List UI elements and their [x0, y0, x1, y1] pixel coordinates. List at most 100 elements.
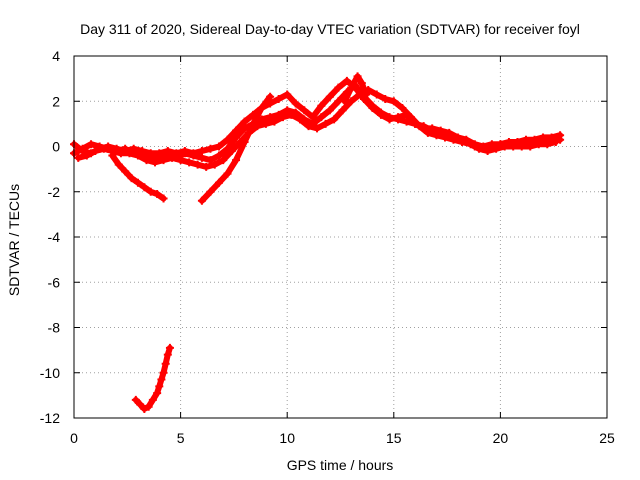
data-point — [159, 368, 168, 377]
data-point — [148, 395, 157, 404]
data-point — [458, 137, 467, 146]
data-point — [313, 124, 322, 133]
data-point — [127, 174, 136, 183]
x-tick-label: 15 — [386, 430, 402, 446]
data-point — [534, 140, 543, 149]
data-point — [526, 142, 535, 151]
data-point — [372, 90, 381, 99]
series-track-c — [74, 85, 560, 171]
data-point — [223, 135, 232, 144]
data-point — [99, 144, 108, 153]
data-point — [136, 400, 145, 409]
data-point — [342, 76, 351, 85]
data-point — [185, 158, 194, 167]
data-point — [197, 147, 206, 156]
data-point — [155, 382, 164, 391]
data-point — [287, 110, 296, 119]
data-point — [114, 160, 123, 169]
y-tick-label: 2 — [52, 93, 60, 109]
data-point — [368, 104, 377, 113]
data-point — [330, 115, 339, 124]
data-point — [270, 117, 279, 126]
data-point — [74, 153, 83, 162]
data-point — [133, 151, 142, 160]
data-point — [214, 151, 223, 160]
data-point — [240, 137, 249, 146]
data-point — [394, 113, 403, 122]
y-tick-label: -12 — [40, 410, 60, 426]
data-point — [483, 147, 492, 156]
data-point — [423, 128, 432, 137]
data-point — [449, 135, 458, 144]
data-point — [261, 119, 270, 128]
data-point — [240, 117, 249, 126]
data-point — [377, 110, 386, 119]
data-point — [340, 97, 349, 106]
data-point — [492, 144, 501, 153]
data-point — [321, 119, 330, 128]
data-point — [197, 153, 206, 162]
data-point — [500, 142, 509, 151]
data-point — [133, 178, 142, 187]
data-point — [146, 187, 155, 196]
data-point — [108, 151, 117, 160]
x-tick-labels: 0 5 10 15 20 25 — [70, 430, 615, 446]
data-point — [308, 113, 317, 122]
data-point — [466, 140, 475, 149]
data-point — [206, 187, 215, 196]
data-point — [146, 149, 155, 158]
series-late-rise — [197, 92, 275, 205]
data-point — [300, 106, 309, 115]
data-point — [317, 101, 326, 110]
data-point — [180, 147, 189, 156]
x-tick-label: 5 — [177, 430, 185, 446]
data-point — [266, 92, 275, 101]
data-point — [521, 135, 530, 144]
data-point — [232, 126, 241, 135]
data-point — [440, 133, 449, 142]
data-point — [385, 115, 394, 124]
data-point — [556, 131, 565, 140]
plot-frame — [73, 55, 608, 419]
data-point — [551, 137, 560, 146]
data-point — [304, 122, 313, 131]
data-point — [87, 140, 96, 149]
data-point — [317, 113, 326, 122]
data-point — [157, 375, 166, 384]
y-tick-label: 4 — [52, 48, 60, 64]
data-point — [232, 156, 241, 165]
chart-title: Day 311 of 2020, Sidereal Day-to-day VTE… — [80, 21, 580, 37]
data-point — [398, 104, 407, 113]
data-point — [140, 404, 149, 413]
data-point — [295, 115, 304, 124]
y-tick-label: -2 — [48, 184, 61, 200]
data-point — [142, 156, 151, 165]
data-point — [227, 147, 236, 156]
data-point — [165, 343, 174, 352]
data-point — [206, 144, 215, 153]
data-point — [151, 158, 160, 167]
y-tick-labels: -12 -10 -8 -6 -4 -2 0 2 4 — [40, 48, 60, 426]
data-point — [475, 144, 484, 153]
data-point — [121, 167, 130, 176]
y-tick-label: 0 — [52, 139, 60, 155]
data-point — [543, 140, 552, 149]
data-point — [406, 113, 415, 122]
data-point — [334, 83, 343, 92]
data-point — [274, 94, 283, 103]
data-point — [125, 149, 134, 158]
data-point — [278, 113, 287, 122]
data-point — [347, 83, 356, 92]
x-tick-label: 25 — [599, 430, 615, 446]
data-point — [140, 183, 149, 192]
data-point — [338, 106, 347, 115]
data-point — [189, 149, 198, 158]
data-point — [539, 133, 548, 142]
y-tick-label: -8 — [48, 320, 61, 336]
y-tick-label: -10 — [40, 365, 60, 381]
data-point — [193, 160, 202, 169]
data-point — [389, 97, 398, 106]
data-point — [144, 402, 153, 411]
y-tick-label: -4 — [48, 229, 61, 245]
